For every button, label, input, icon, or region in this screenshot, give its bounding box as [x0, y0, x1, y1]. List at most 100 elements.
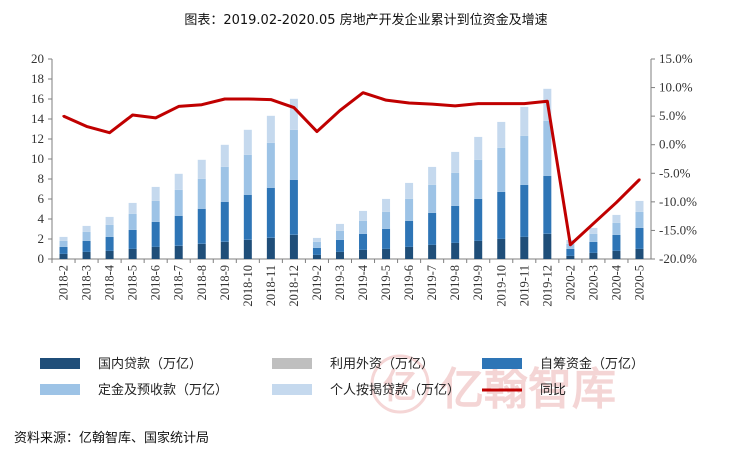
bar-国内贷款（万亿） [335, 252, 344, 259]
bar-自筹资金（万亿） [520, 184, 529, 237]
x-tick-label: 2020-3 [586, 265, 600, 300]
right-y-tick-label: -15.0% [659, 222, 697, 237]
right-y-tick-label: 0.0% [659, 137, 686, 152]
bar-自筹资金（万亿） [266, 187, 275, 238]
bar-个人按揭贷款（万亿） [151, 186, 160, 201]
bar-国内贷款（万亿） [474, 241, 483, 259]
bar-个人按揭贷款（万亿） [220, 144, 229, 167]
bar-定金及预收款（万亿） [589, 233, 598, 242]
line-point [200, 103, 203, 106]
watermark-text: 亿翰智库 [440, 364, 616, 415]
bar-定金及预收款（万亿） [312, 241, 321, 248]
line-point [453, 104, 457, 108]
left-y-tick-label: 14 [31, 111, 45, 126]
left-y-tick-label: 16 [31, 91, 45, 106]
bar-国内贷款（万亿） [428, 245, 437, 259]
bar-个人按揭贷款（万亿） [520, 106, 529, 136]
bar-国内贷款（万亿） [382, 249, 391, 259]
bar-国内贷款（万亿） [497, 239, 506, 259]
line-point [62, 114, 65, 118]
source-note: 资料来源：亿翰智库、国家统计局 [14, 430, 209, 446]
bar-国内贷款（万亿） [197, 244, 206, 259]
bar-国内贷款（万亿） [128, 249, 137, 259]
x-tick-label: 2019-5 [379, 265, 393, 300]
x-tick-label: 2019-3 [333, 265, 347, 300]
bar-定金及预收款（万亿） [82, 231, 91, 241]
line-point [569, 243, 572, 246]
right-y-tick-label: -10.0% [659, 194, 697, 209]
left-y-ticks: 0 2 4 6 8 10 12 14 16 18 20 [31, 51, 52, 266]
line-point [338, 109, 342, 112]
line-point [154, 116, 157, 120]
bar-定金及预收款（万亿） [197, 178, 206, 209]
bar-国内贷款（万亿） [174, 246, 183, 259]
bar-自筹资金（万亿） [105, 236, 114, 251]
bar-自筹资金（万亿） [59, 246, 68, 254]
bar-个人按揭贷款（万亿） [497, 121, 506, 148]
bar-国内贷款（万亿） [589, 253, 598, 259]
bar-国内贷款（万亿） [566, 256, 575, 259]
bar-国内贷款（万亿） [243, 240, 252, 259]
bar-个人按揭贷款（万亿） [635, 200, 644, 212]
bar-定金及预收款（万亿） [451, 172, 460, 206]
line-point [638, 178, 641, 181]
bar-国内贷款（万亿） [151, 247, 160, 259]
right-y-tick-label: 5.0% [659, 108, 686, 123]
bar-国内贷款（万亿） [312, 255, 321, 259]
bar-定金及预收款（万亿） [612, 222, 621, 235]
bar-定金及预收款（万亿） [474, 159, 483, 199]
x-tick-label: 2018-7 [172, 265, 186, 300]
bar-定金及预收款（万亿） [220, 166, 229, 202]
legend-label: 利用外资（万亿） [330, 357, 434, 372]
legend: 国内贷款（万亿） 利用外资（万亿） 自筹资金（万亿） 定金及预收款（万亿） 个人按揭贷款… [40, 356, 644, 398]
bar-自筹资金（万亿） [289, 179, 298, 235]
bar-定金及预收款（万亿） [359, 220, 368, 234]
x-tick-label: 2019-12 [540, 265, 554, 307]
line-point [85, 125, 88, 128]
legend-swatch [40, 358, 80, 369]
legend-swatch [272, 358, 312, 369]
line-point [477, 102, 480, 105]
bar-个人按揭贷款（万亿） [243, 129, 252, 155]
bar-个人按揭贷款（万亿） [266, 115, 275, 143]
bar-自筹资金（万亿） [428, 212, 437, 245]
axes [51, 59, 652, 260]
bar-国内贷款（万亿） [82, 252, 91, 259]
bar-个人按揭贷款（万亿） [105, 216, 114, 225]
line-point [108, 131, 111, 134]
line-point [592, 222, 595, 225]
x-tick-label: 2019-6 [402, 265, 416, 300]
bar-定金及预收款（万亿） [382, 211, 391, 229]
bar-定金及预收款（万亿） [243, 154, 252, 195]
bar-定金及预收款（万亿） [543, 120, 552, 176]
bar-自筹资金（万亿） [405, 220, 414, 247]
bar-个人按揭贷款（万亿） [128, 202, 137, 214]
bar-个人按揭贷款（万亿） [289, 98, 298, 130]
bar-定金及预收款（万亿） [428, 184, 437, 213]
line-point [246, 97, 250, 101]
bar-自筹资金（万亿） [451, 205, 460, 243]
bar-定金及预收款（万亿） [405, 198, 414, 221]
bar-国内贷款（万亿） [612, 251, 621, 259]
line-yoy [62, 91, 641, 247]
bar-国内贷款（万亿） [289, 235, 298, 259]
left-y-tick-label: 18 [31, 71, 44, 86]
bar-定金及预收款（万亿） [635, 211, 644, 228]
bar-自筹资金（万亿） [589, 241, 598, 253]
x-tick-label: 2019-8 [448, 265, 462, 300]
x-tick-label: 2019-7 [425, 265, 439, 300]
bar-定金及预收款（万亿） [266, 142, 275, 188]
legend-label: 国内贷款（万亿） [98, 356, 202, 372]
line-point [269, 98, 273, 101]
bar-国内贷款（万亿） [520, 237, 529, 259]
legend-label: 自筹资金（万亿） [540, 356, 644, 372]
bar-个人按揭贷款（万亿） [589, 227, 598, 234]
x-tick-label: 2018-10 [241, 265, 255, 307]
x-tick-label: 2018-5 [126, 265, 140, 300]
x-tick-label: 2020-5 [632, 265, 646, 300]
left-y-tick-label: 2 [38, 231, 45, 246]
bar-个人按揭贷款（万亿） [197, 159, 206, 179]
bar-国内贷款（万亿） [635, 249, 644, 259]
line-point [384, 98, 388, 102]
